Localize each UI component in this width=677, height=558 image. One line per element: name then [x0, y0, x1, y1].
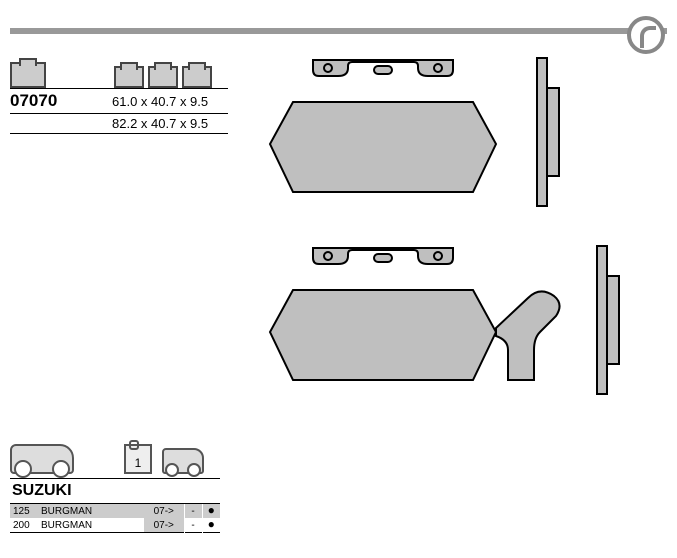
fitment-block: 1 SUZUKI 125BURGMAN07->-●200BURGMAN07->-…: [10, 434, 220, 533]
dimensions-line-2: 82.2 x 40.7 x 9.5: [10, 113, 228, 134]
pad-thumb-icon: [10, 62, 46, 88]
pad-thumb-icon: [148, 66, 178, 88]
pos2-cell: ●: [202, 504, 220, 518]
pad-drawing-bottom: [258, 240, 648, 400]
cc-cell: 125: [10, 504, 38, 518]
pos1-cell: -: [184, 504, 202, 518]
brand-heading: SUZUKI: [10, 478, 220, 504]
dimensions-line-1: 61.0 x 40.7 x 9.5: [106, 92, 208, 111]
cc-cell: 200: [10, 518, 38, 533]
pad-face-bottom: [258, 240, 568, 400]
pad-thumb-icon: [114, 66, 144, 88]
pad-drawing-top: [258, 52, 648, 212]
header-bar: [10, 28, 667, 34]
motorcycle-small-icon: [162, 448, 204, 474]
pad-thumbnail-row: [10, 54, 228, 88]
fitment-row: 200BURGMAN07->-●: [10, 518, 220, 533]
pad-drawings: [258, 52, 648, 428]
fitment-table: 125BURGMAN07->-●200BURGMAN07->-●: [10, 504, 220, 533]
spec-block: 07070 61.0 x 40.7 x 9.5 82.2 x 40.7 x 9.…: [10, 54, 228, 134]
model-cell: BURGMAN: [38, 518, 144, 533]
pad-side-bottom: [596, 245, 620, 395]
years-cell: 07->: [144, 504, 184, 518]
pad-face-top: [258, 52, 508, 212]
part-number: 07070: [10, 89, 106, 113]
fitment-row: 125BURGMAN07->-●: [10, 504, 220, 518]
pos1-cell: -: [184, 518, 202, 533]
pos2-cell: ●: [202, 518, 220, 533]
calendar-icon: 1: [124, 444, 152, 474]
fitment-icon-row: 1: [10, 434, 220, 474]
pad-thumb-icon: [182, 66, 212, 88]
model-cell: BURGMAN: [38, 504, 144, 518]
years-cell: 07->: [144, 518, 184, 533]
motorcycle-icon: [10, 444, 74, 474]
pad-side-top: [536, 57, 560, 207]
brembo-logo: [627, 16, 665, 54]
